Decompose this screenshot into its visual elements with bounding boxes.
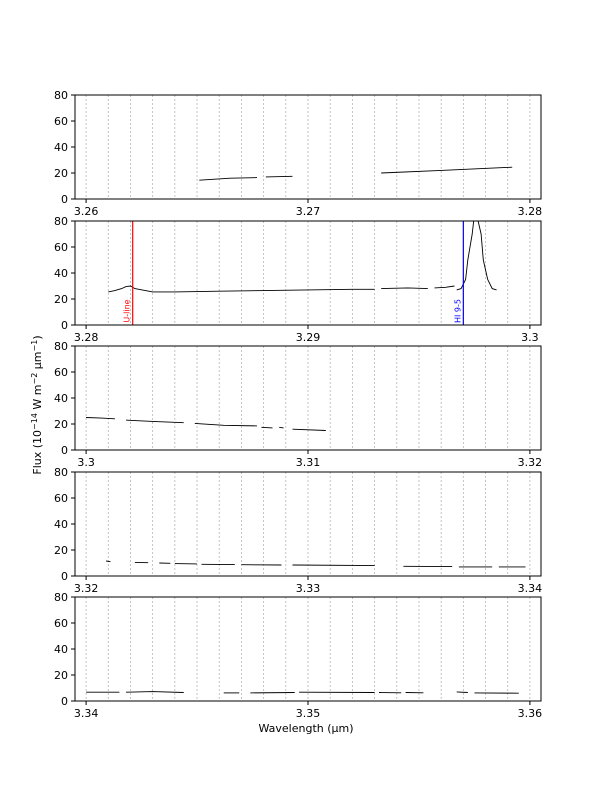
y-tick-label: 60 (54, 617, 68, 630)
spectrum-segment (86, 417, 115, 420)
spectrum-segment (381, 287, 428, 290)
spectrum-segment (381, 166, 513, 174)
y-axis-label-part: Flux (10 (31, 430, 44, 475)
x-tick-label: 3.35 (296, 707, 321, 720)
spectrum-segment (199, 177, 258, 181)
panel-data (199, 166, 513, 181)
y-tick-label: 20 (54, 167, 68, 180)
x-tick-label: 3.27 (296, 205, 321, 218)
panel-5: 0 20 40 60 80 3.34 3.35 3.36 (54, 591, 542, 720)
spectrum-segment (456, 221, 497, 291)
spectrum-segment (261, 426, 273, 429)
x-tick-label: 3.3 (521, 331, 539, 344)
panel-1: 0 20 40 60 80 3.26 3.27 3.28 (54, 89, 542, 218)
y-axis-label-part: W m (31, 384, 44, 413)
x-tick-label: 3.28 (74, 331, 99, 344)
x-tick-label: 3.29 (296, 331, 321, 344)
y-axis-label-part: μm (31, 351, 44, 372)
x-tick-label: 3.26 (74, 205, 99, 218)
y-tick-label: 20 (54, 669, 68, 682)
spectrum-segment (106, 560, 111, 563)
line-marker-label: HI 9-5 (453, 299, 462, 323)
y-axis-label-superscript: −2 (30, 373, 39, 385)
x-tick-label: 3.28 (518, 205, 543, 218)
y-tick-label: 20 (54, 418, 68, 431)
y-tick-label: 0 (61, 570, 68, 583)
spectrum-segment (125, 419, 184, 424)
spectrum-segment (108, 285, 375, 293)
y-axis-label-superscript: −1 (30, 340, 39, 352)
y-tick-label: 20 (54, 544, 68, 557)
panel-2: U-line HI 9-5 0 20 40 60 80 3.28 3.29 3.3 (54, 215, 542, 344)
spectrum-segment (265, 175, 293, 178)
panel-data (106, 560, 526, 568)
y-tick-label: 40 (54, 518, 68, 531)
y-tick-label: 60 (54, 115, 68, 128)
y-tick-label: 20 (54, 293, 68, 306)
panel-3: 0 20 40 60 80 3.3 3.31 3.32 (54, 340, 542, 469)
y-axis-label-part: ) (31, 335, 44, 339)
y-tick-label: 80 (54, 215, 68, 228)
y-tick-label: 0 (61, 444, 68, 457)
y-tick-label: 80 (54, 466, 68, 479)
y-tick-label: 0 (61, 193, 68, 206)
x-tick-label: 3.32 (518, 456, 543, 469)
y-tick-label: 40 (54, 643, 68, 656)
spectrum-segment (434, 285, 455, 289)
x-tick-label: 3.36 (518, 707, 543, 720)
y-tick-label: 80 (54, 89, 68, 102)
y-tick-label: 60 (54, 241, 68, 254)
y-tick-label: 60 (54, 492, 68, 505)
spectrum-segment (456, 691, 468, 693)
spectrum-segment (125, 691, 184, 693)
x-tick-label: 3.31 (296, 456, 321, 469)
y-tick-label: 0 (61, 319, 68, 332)
y-tick-label: 40 (54, 141, 68, 154)
panel-4: 0 20 40 60 80 3.32 3.33 3.34 (54, 466, 542, 595)
line-marker-label: U-line (123, 299, 132, 322)
y-tick-label: 80 (54, 591, 68, 604)
y-tick-label: 60 (54, 366, 68, 379)
x-tick-label: 3.34 (518, 582, 543, 595)
x-tick-label: 3.34 (74, 707, 99, 720)
panel-data (86, 417, 326, 431)
spectrum-segment (292, 564, 375, 567)
y-axis-label-superscript: −14 (30, 413, 39, 430)
spectrum-segment (279, 426, 284, 429)
y-tick-label: 0 (61, 695, 68, 708)
y-tick-label: 40 (54, 392, 68, 405)
x-tick-label: 3.3 (77, 456, 95, 469)
y-tick-label: 40 (54, 267, 68, 280)
panels-container: 0 20 40 60 80 3.26 3.27 3.28 U-line HI 9-5 0 20 40 60… (54, 89, 542, 720)
panel-data (86, 691, 519, 694)
panel-data (108, 221, 497, 293)
x-axis-label: Wavelength (μm) (258, 722, 353, 735)
x-tick-label: 3.32 (74, 582, 99, 595)
spectrum-segment (194, 422, 258, 427)
y-axis-label: Flux (10−14 W m−2 μm−1) (30, 335, 45, 474)
y-tick-label: 80 (54, 340, 68, 353)
spectrum-segment (292, 428, 326, 431)
x-tick-label: 3.33 (296, 582, 321, 595)
